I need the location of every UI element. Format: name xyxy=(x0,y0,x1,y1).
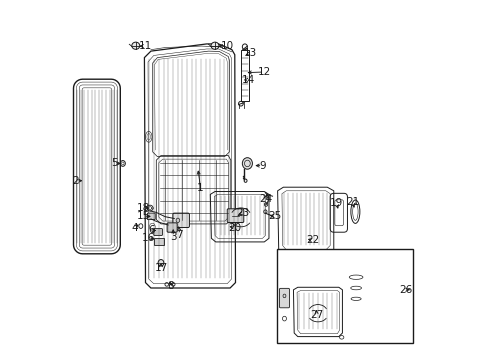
Text: 21: 21 xyxy=(345,197,358,207)
Text: 20: 20 xyxy=(227,222,241,233)
Text: 13: 13 xyxy=(243,48,256,58)
Text: 3: 3 xyxy=(169,231,176,242)
Text: 25: 25 xyxy=(268,211,281,221)
Text: 11: 11 xyxy=(139,41,152,51)
Text: 23: 23 xyxy=(236,208,249,218)
FancyBboxPatch shape xyxy=(153,229,162,235)
Text: 6: 6 xyxy=(148,225,155,235)
Text: 8: 8 xyxy=(167,281,174,291)
Text: 14: 14 xyxy=(242,75,255,85)
FancyBboxPatch shape xyxy=(154,238,163,245)
Text: 24: 24 xyxy=(258,194,271,204)
FancyBboxPatch shape xyxy=(172,213,189,228)
Text: 12: 12 xyxy=(257,67,270,77)
Text: 2: 2 xyxy=(73,176,79,186)
Text: 22: 22 xyxy=(305,235,319,246)
Text: 5: 5 xyxy=(111,158,118,168)
Ellipse shape xyxy=(211,42,219,49)
Text: 7: 7 xyxy=(176,230,183,240)
Ellipse shape xyxy=(132,42,140,49)
Ellipse shape xyxy=(158,260,163,266)
Text: 15: 15 xyxy=(137,211,150,221)
FancyBboxPatch shape xyxy=(227,209,244,222)
Text: 17: 17 xyxy=(154,263,167,273)
Text: 1: 1 xyxy=(197,183,203,193)
FancyBboxPatch shape xyxy=(147,213,155,220)
Text: 27: 27 xyxy=(309,310,323,320)
Text: 9: 9 xyxy=(259,161,265,171)
Ellipse shape xyxy=(242,158,252,169)
Text: 26: 26 xyxy=(398,285,411,295)
FancyBboxPatch shape xyxy=(167,223,177,232)
Text: 16: 16 xyxy=(141,233,154,243)
Text: 4: 4 xyxy=(131,222,138,233)
Text: 18: 18 xyxy=(136,203,149,213)
FancyBboxPatch shape xyxy=(276,249,412,343)
Text: 10: 10 xyxy=(220,41,233,51)
FancyBboxPatch shape xyxy=(279,288,289,308)
Text: 19: 19 xyxy=(329,198,343,208)
